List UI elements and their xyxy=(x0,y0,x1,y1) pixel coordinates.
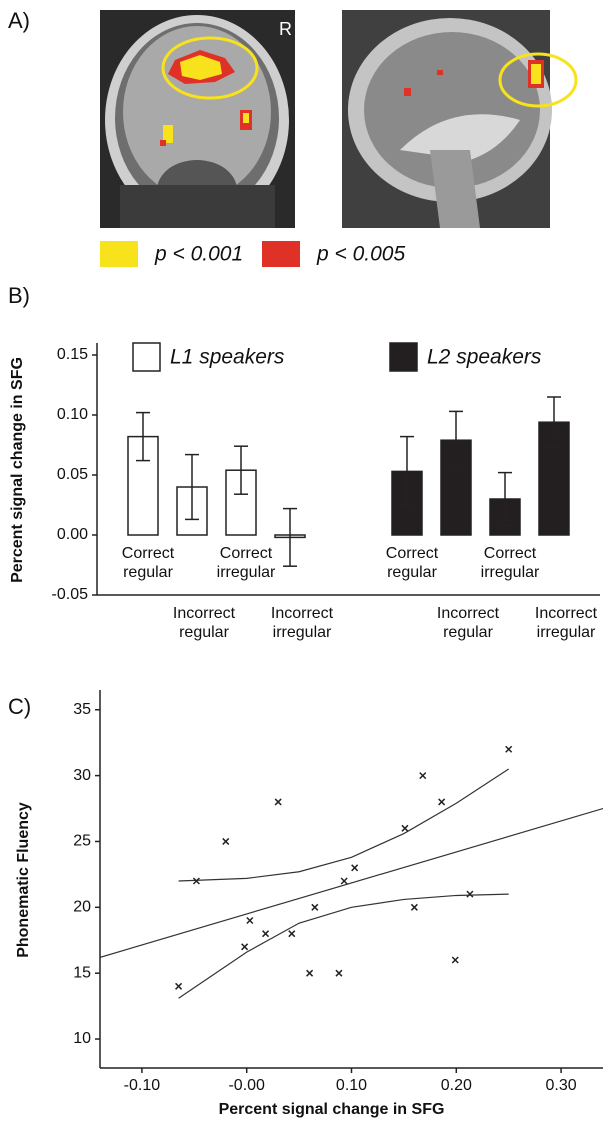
legend-label: p < 0.005 xyxy=(316,243,405,266)
x-tick-label: 0.20 xyxy=(441,1077,472,1094)
y-axis-label: Percent signal change in SFG xyxy=(9,357,26,583)
point xyxy=(193,878,199,884)
legend-swatch xyxy=(133,343,160,371)
point xyxy=(341,878,347,884)
point xyxy=(307,970,313,976)
point xyxy=(289,931,295,937)
figure: A) R B) C) p < 0.001 p < 0.005 -0.05 0.00 0.… xyxy=(0,0,605,1125)
fit-line xyxy=(179,769,509,881)
y-tick-label: 0.10 xyxy=(57,406,88,423)
point xyxy=(452,957,458,963)
x-tick-label: Correct irregular xyxy=(204,544,288,582)
legend-label: L1 speakers xyxy=(170,346,285,369)
point xyxy=(223,838,229,844)
legend-label: p < 0.001 xyxy=(154,243,243,266)
point xyxy=(263,931,269,937)
y-tick-label: 30 xyxy=(73,767,91,784)
point xyxy=(275,799,281,805)
point xyxy=(312,904,318,910)
x-tick-label: Correct regular xyxy=(106,544,190,582)
y-tick-label: 15 xyxy=(73,964,91,981)
x-tick-label: -0.10 xyxy=(124,1077,161,1094)
point xyxy=(176,983,182,989)
panel-label: A) xyxy=(8,8,30,33)
x-tick-label: Incorrect regular xyxy=(426,604,510,642)
point xyxy=(242,944,248,950)
x-tick-label: Incorrect irregular xyxy=(524,604,605,642)
brain-coronal xyxy=(100,10,295,228)
legend-swatch xyxy=(100,241,138,267)
y-axis-label: Phonematic Fluency xyxy=(15,802,32,958)
point xyxy=(439,799,445,805)
legend-swatch xyxy=(390,343,417,371)
x-tick-label: -0.00 xyxy=(228,1077,265,1094)
legend-label: L2 speakers xyxy=(427,346,542,369)
fit-line xyxy=(179,894,509,998)
x-tick-label: Correct regular xyxy=(370,544,454,582)
point xyxy=(247,917,253,923)
fit-line xyxy=(100,809,603,958)
point xyxy=(467,891,473,897)
orientation-marker: R xyxy=(279,19,292,39)
y-tick-label: -0.05 xyxy=(52,586,89,603)
brain-sagittal xyxy=(342,10,576,228)
panel-label: C) xyxy=(8,694,31,719)
y-tick-label: 0.05 xyxy=(57,466,88,483)
x-tick-label: Incorrect regular xyxy=(162,604,246,642)
legend-swatch xyxy=(262,241,300,267)
panel-label: B) xyxy=(8,283,30,308)
point xyxy=(402,825,408,831)
x-tick-label: Incorrect irregular xyxy=(260,604,344,642)
point xyxy=(420,773,426,779)
y-tick-label: 20 xyxy=(73,899,91,916)
y-tick-label: 25 xyxy=(73,833,91,850)
point xyxy=(411,904,417,910)
y-tick-label: 35 xyxy=(73,701,91,718)
point xyxy=(352,865,358,871)
point xyxy=(336,970,342,976)
point xyxy=(506,746,512,752)
x-tick-label: 0.30 xyxy=(546,1077,577,1094)
x-tick-label: 0.10 xyxy=(336,1077,367,1094)
x-tick-label: Correct irregular xyxy=(468,544,552,582)
y-tick-label: 0.15 xyxy=(57,346,88,363)
y-tick-label: 0.00 xyxy=(57,526,88,543)
y-tick-label: 10 xyxy=(73,1030,91,1047)
x-axis-label: Percent signal change in SFG xyxy=(219,1101,445,1118)
